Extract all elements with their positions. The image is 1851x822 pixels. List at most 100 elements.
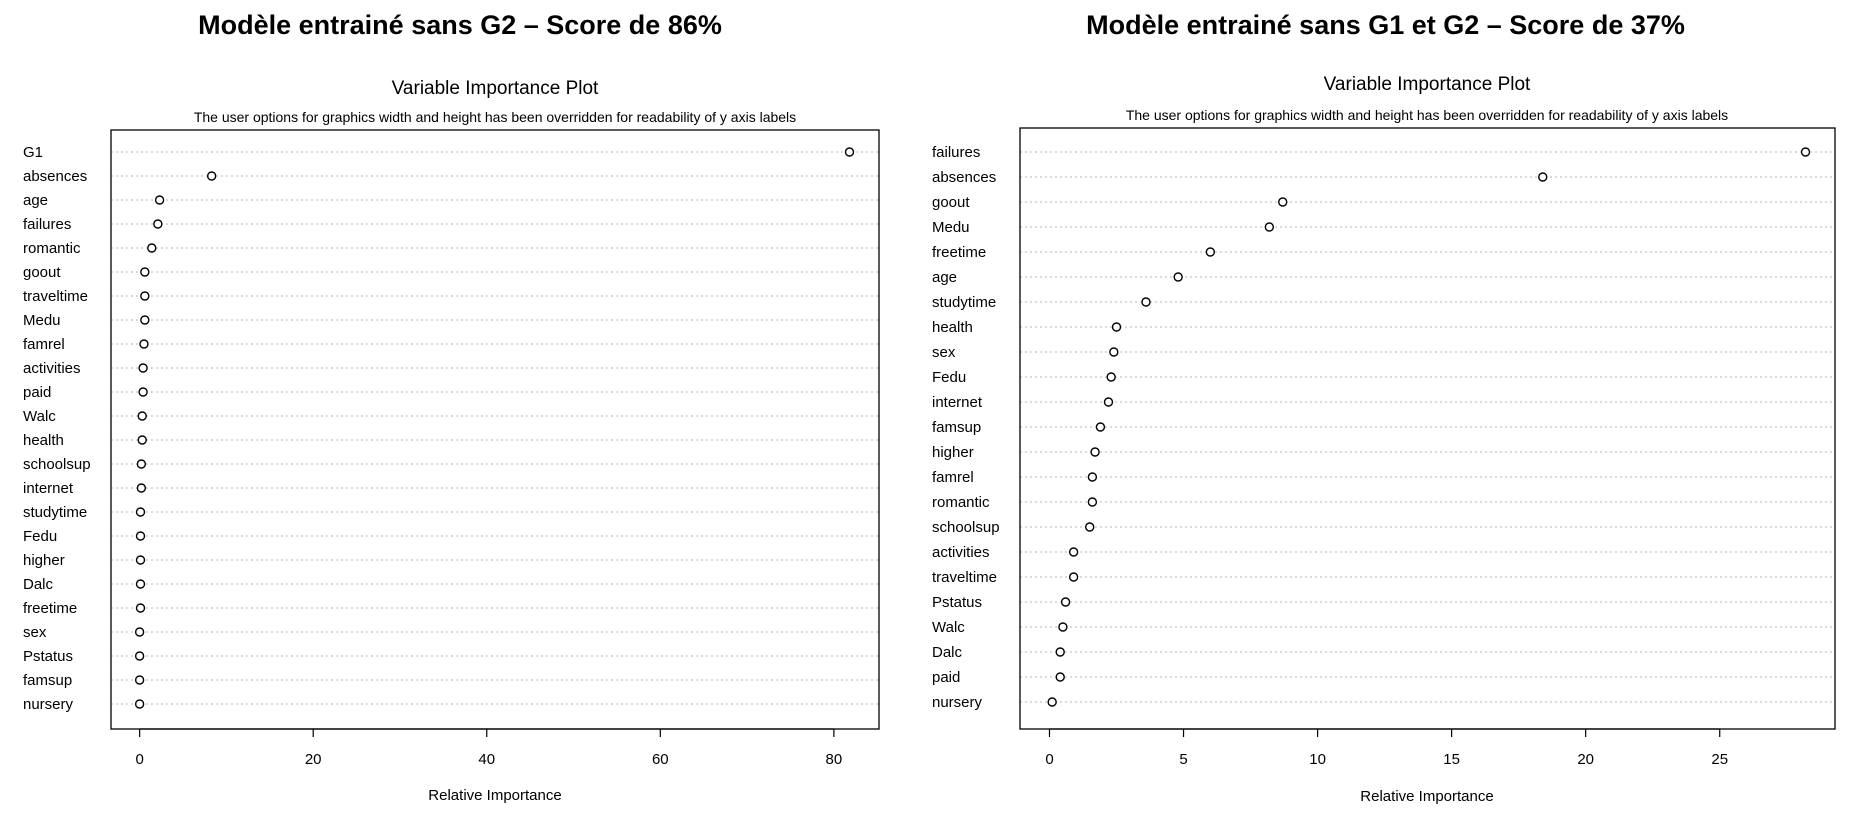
category-label: Pstatus — [932, 594, 982, 611]
plot-subtitle: The user options for graphics width and … — [194, 109, 796, 125]
category-label: failures — [23, 216, 71, 233]
data-point — [135, 555, 146, 565]
category-label: higher — [23, 552, 65, 569]
category-label: famsup — [23, 672, 72, 689]
data-point — [1173, 272, 1183, 282]
x-tick-label: 25 — [1711, 751, 1728, 768]
x-tick-label: 10 — [1309, 751, 1326, 768]
category-label: famsup — [932, 419, 981, 436]
data-point — [140, 267, 150, 277]
x-tick-label: 60 — [652, 751, 669, 768]
x-tick-label: 0 — [135, 751, 143, 768]
x-axis-label: Relative Importance — [428, 787, 561, 804]
x-axis-label: Relative Importance — [1360, 788, 1493, 805]
category-label: famrel — [932, 469, 974, 486]
data-point — [135, 531, 146, 541]
category-label: studytime — [23, 504, 87, 521]
data-point — [1205, 247, 1216, 257]
data-point — [1106, 372, 1116, 382]
chart-panel-right: Modèle entrainé sans G1 et G2 – Score de… — [920, 0, 1851, 822]
main-title-right: Modèle entrainé sans G1 et G2 – Score de… — [1086, 10, 1685, 40]
category-label: nursery — [932, 694, 983, 711]
data-point — [137, 435, 147, 445]
category-label: romantic — [932, 494, 990, 511]
data-point — [1141, 297, 1151, 307]
data-point — [1103, 397, 1114, 407]
data-point — [134, 699, 145, 709]
category-label: Pstatus — [23, 648, 73, 665]
data-point — [134, 627, 145, 637]
data-point — [136, 483, 147, 493]
x-tick-label: 20 — [305, 751, 322, 768]
data-point — [1278, 197, 1288, 207]
category-label: activities — [932, 544, 990, 561]
data-point — [135, 507, 146, 517]
category-label: higher — [932, 444, 974, 461]
category-label: famrel — [23, 336, 65, 353]
category-label: studytime — [932, 294, 996, 311]
category-label: Walc — [932, 619, 965, 636]
category-label: freetime — [932, 244, 986, 261]
category-label: Medu — [23, 312, 61, 329]
category-label: internet — [23, 480, 74, 497]
category-label: nursery — [23, 696, 74, 713]
data-point — [135, 603, 146, 613]
data-point — [139, 339, 149, 349]
category-label: Walc — [23, 408, 56, 425]
data-point — [1264, 222, 1275, 232]
x-tick-label: 0 — [1045, 751, 1053, 768]
category-label: activities — [23, 360, 81, 377]
data-point — [136, 459, 147, 469]
plot-frame — [110, 129, 880, 730]
data-point — [1538, 172, 1548, 182]
category-label: Medu — [932, 219, 970, 236]
category-label: paid — [23, 384, 51, 401]
category-label: internet — [932, 394, 983, 411]
data-point — [140, 291, 150, 301]
x-tick-label: 15 — [1443, 751, 1460, 768]
category-label: sex — [932, 344, 956, 361]
category-label: Fedu — [23, 528, 57, 545]
data-point — [138, 363, 148, 373]
category-label: schoolsup — [23, 456, 91, 473]
category-label: age — [23, 192, 48, 209]
plot-subtitle: The user options for graphics width and … — [1126, 107, 1728, 123]
data-point — [138, 387, 148, 397]
category-label: absences — [932, 169, 996, 186]
data-point — [1068, 547, 1079, 557]
main-title-left: Modèle entrainé sans G2 – Score de 86% — [198, 10, 722, 40]
data-point — [844, 147, 855, 157]
plot-title: Variable Importance Plot — [392, 78, 599, 99]
category-label: Dalc — [932, 644, 963, 661]
plot-frame — [1019, 127, 1836, 730]
category-label: health — [23, 432, 64, 449]
category-label: paid — [932, 669, 960, 686]
data-point — [134, 675, 145, 685]
category-label: goout — [932, 194, 970, 211]
category-label: Fedu — [932, 369, 966, 386]
data-point — [1111, 322, 1122, 332]
category-label: sex — [23, 624, 47, 641]
category-label: romantic — [23, 240, 81, 257]
category-label: goout — [23, 264, 61, 281]
category-label: traveltime — [23, 288, 88, 305]
chart-panel-left: Modèle entrainé sans G2 – Score de 86% V… — [0, 0, 920, 822]
data-point — [134, 651, 145, 661]
data-point — [1085, 522, 1095, 532]
data-point — [154, 195, 165, 205]
data-point — [153, 219, 163, 229]
category-label: traveltime — [932, 569, 997, 586]
data-point — [137, 411, 147, 421]
category-label: failures — [932, 144, 980, 161]
category-label: G1 — [23, 144, 43, 161]
category-label: health — [932, 319, 973, 336]
variable-importance-plot-right: Variable Importance Plot The user options… — [932, 74, 1836, 805]
x-tick-label: 80 — [826, 751, 843, 768]
category-label: freetime — [23, 600, 77, 617]
plot-title: Variable Importance Plot — [1324, 74, 1531, 95]
data-point — [1109, 347, 1119, 357]
data-point — [1095, 422, 1106, 432]
x-tick-label: 5 — [1179, 751, 1187, 768]
data-point — [1800, 147, 1811, 157]
data-point — [1055, 672, 1065, 682]
